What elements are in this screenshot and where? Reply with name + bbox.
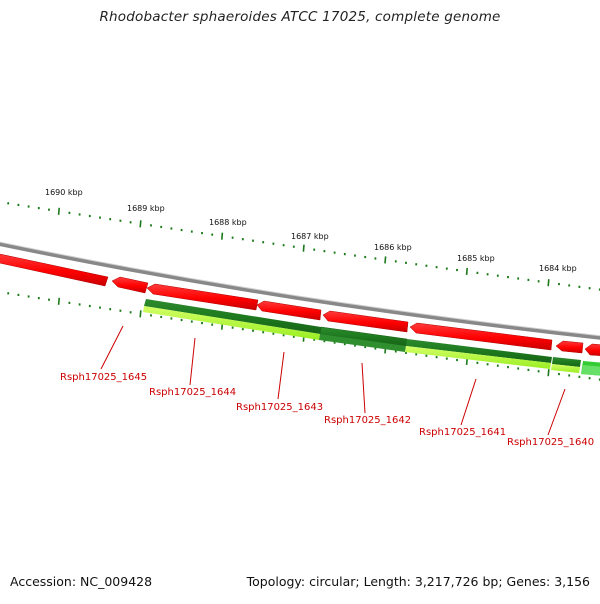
gene-label[interactable]: Rsph17025_1645: [60, 372, 147, 383]
forward-gene-feature[interactable]: [146, 283, 259, 311]
genome-title: Rhodobacter sphaeroides ATCC 17025, comp…: [99, 9, 501, 25]
leader-line: [361, 362, 366, 414]
ruler-label: 1690 kbp: [45, 188, 83, 197]
ruler-label: 1688 kbp: [209, 218, 247, 227]
ruler-outer-ticks: [7, 202, 600, 291]
ruler-label: 1684 kbp: [539, 264, 577, 273]
forward-gene-feature[interactable]: [256, 300, 322, 321]
gene-labels: Rsph17025_1645 Rsph17025_1644 Rsph17025_…: [60, 372, 594, 448]
forward-gene-feature[interactable]: [584, 343, 600, 356]
forward-strand-track: [0, 253, 600, 356]
leader-line: [100, 325, 124, 370]
gene-label[interactable]: Rsph17025_1641: [419, 427, 506, 438]
major-tick: [547, 369, 550, 377]
ruler-label: 1689 kbp: [127, 204, 165, 213]
gene-label[interactable]: Rsph17025_1640: [507, 437, 594, 448]
leader-line: [189, 337, 196, 386]
genome-backbone-highlight: [0, 241, 600, 337]
forward-gene-feature[interactable]: [322, 310, 409, 333]
reverse-gene-feature-dark[interactable]: [144, 299, 321, 334]
reverse-gene-feature-light[interactable]: [143, 306, 320, 340]
accession-text: Accession: NC_009428: [10, 574, 153, 589]
gene-label[interactable]: Rsph17025_1644: [149, 387, 236, 398]
genome-summary-text: Topology: circular; Length: 3,217,726 bp…: [246, 574, 590, 589]
leader-line: [547, 388, 566, 436]
reverse-gene-feature-dark[interactable]: [406, 339, 552, 363]
forward-gene-feature[interactable]: [409, 322, 553, 351]
major-tick: [221, 232, 224, 240]
forward-gene-feature[interactable]: [555, 340, 584, 354]
gene-label[interactable]: Rsph17025_1642: [324, 415, 411, 426]
ruler-label: 1686 kbp: [374, 243, 412, 252]
forward-gene-feature[interactable]: [111, 276, 149, 294]
reverse-gene-feature-dark[interactable]: [552, 357, 581, 367]
gene-label[interactable]: Rsph17025_1643: [236, 402, 323, 413]
leader-line: [460, 378, 477, 426]
major-tick: [57, 297, 60, 305]
major-tick: [465, 267, 468, 276]
genome-backbone: [0, 242, 600, 340]
major-tick: [384, 256, 387, 264]
ruler-inner-ticks: [7, 292, 600, 381]
leader-line: [277, 351, 285, 400]
reverse-gene-feature-dark[interactable]: [319, 334, 406, 352]
major-tick: [139, 310, 142, 318]
major-tick: [547, 279, 550, 287]
major-tick: [57, 207, 60, 215]
forward-gene-feature[interactable]: [0, 253, 109, 287]
gene-label-leaders: [100, 325, 566, 436]
ruler-label: 1687 kbp: [291, 232, 329, 241]
reverse-gene-feature-light[interactable]: [581, 365, 600, 376]
reverse-strand-track: [143, 299, 600, 376]
major-tick: [139, 220, 142, 228]
ruler-label: 1685 kbp: [457, 254, 495, 263]
reverse-gene-feature-light[interactable]: [551, 364, 580, 373]
major-tick: [302, 244, 305, 252]
reverse-gene-feature-light[interactable]: [405, 346, 551, 369]
